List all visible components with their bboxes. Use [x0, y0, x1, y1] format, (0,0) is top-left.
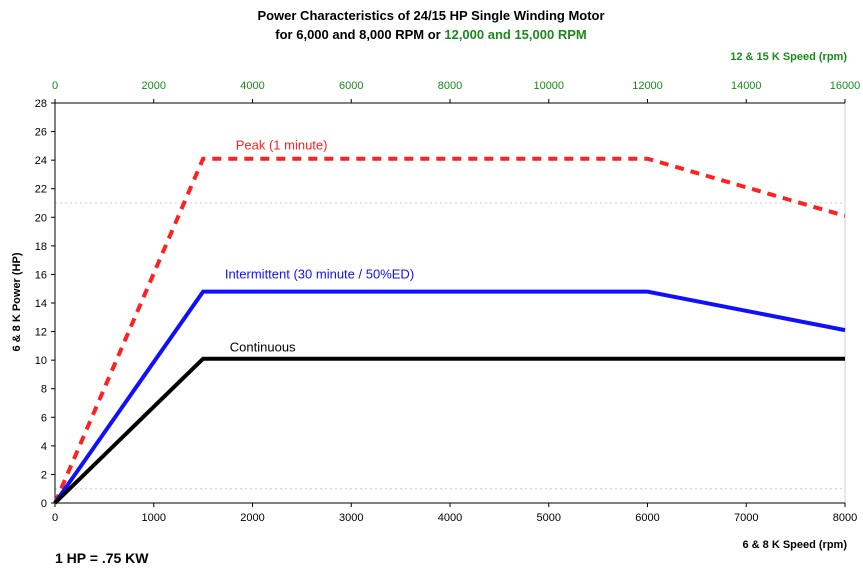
- y-tick-label: 22: [35, 184, 47, 196]
- y-tick-label: 0: [41, 498, 47, 510]
- x2-axis-label: 12 & 15 K Speed (rpm): [730, 51, 847, 63]
- x-tick-label: 4000: [438, 512, 462, 524]
- series-label-intermittent: Intermittent (30 minute / 50%ED): [225, 267, 414, 282]
- chart-title-line2: for 6,000 and 8,000 RPM or 12,000 and 15…: [275, 27, 586, 42]
- plot-border: [54, 102, 846, 504]
- x-tick-label: 5000: [537, 512, 561, 524]
- x2-tick-label: 8000: [438, 80, 462, 92]
- series-line-intermittent: [53, 289, 846, 505]
- y-tick-label: 26: [35, 127, 47, 139]
- y-tick-label: 20: [35, 212, 47, 224]
- series-line-continuous: [53, 356, 845, 505]
- x-tick-label: 6000: [635, 512, 659, 524]
- series-label-continuous: Continuous: [230, 340, 296, 355]
- x2-tick-label: 14000: [731, 80, 762, 92]
- y-tick-label: 18: [35, 241, 47, 253]
- x2-tick-label: 4000: [240, 80, 264, 92]
- y-tick-label: 28: [35, 98, 47, 110]
- x2-tick-label: 10000: [533, 80, 564, 92]
- x2-tick-label: 2000: [142, 80, 166, 92]
- y-tick-label: 2: [41, 469, 47, 481]
- x-tick-label: 0: [52, 512, 58, 524]
- chart-title-line2-green: 12,000 and 15,000 RPM: [444, 27, 586, 42]
- x-tick-label: 3000: [339, 512, 363, 524]
- y-tick-label: 16: [35, 269, 47, 281]
- chart-title-line2-black: for 6,000 and 8,000 RPM or: [275, 27, 444, 42]
- x2-tick-label: 12000: [632, 80, 663, 92]
- x2-tick-label: 6000: [339, 80, 363, 92]
- series-label-peak: Peak (1 minute): [236, 138, 328, 153]
- y-tick-label: 8: [41, 384, 47, 396]
- series-line-peak: [53, 156, 846, 504]
- y-tick-label: 6: [41, 412, 47, 424]
- x2-tick-label: 0: [52, 80, 58, 92]
- footnote: 1 HP = .75 KW: [55, 550, 149, 566]
- y-axis-label: 6 & 8 K Power (HP): [11, 252, 23, 351]
- y-tick-label: 12: [35, 327, 47, 339]
- y-tick-label: 10: [35, 355, 47, 367]
- chart-title-line1: Power Characteristics of 24/15 HP Single…: [257, 8, 604, 23]
- x-tick-label: 1000: [142, 512, 166, 524]
- x2-tick-label: 16000: [830, 80, 861, 92]
- x-tick-label: 8000: [833, 512, 857, 524]
- y-tick-label: 24: [35, 155, 47, 167]
- y-tick-label: 4: [41, 441, 47, 453]
- y-tick-label: 14: [35, 298, 47, 310]
- x-tick-label: 7000: [734, 512, 758, 524]
- x-axis-label: 6 & 8 K Speed (rpm): [742, 539, 847, 551]
- x-tick-label: 2000: [240, 512, 264, 524]
